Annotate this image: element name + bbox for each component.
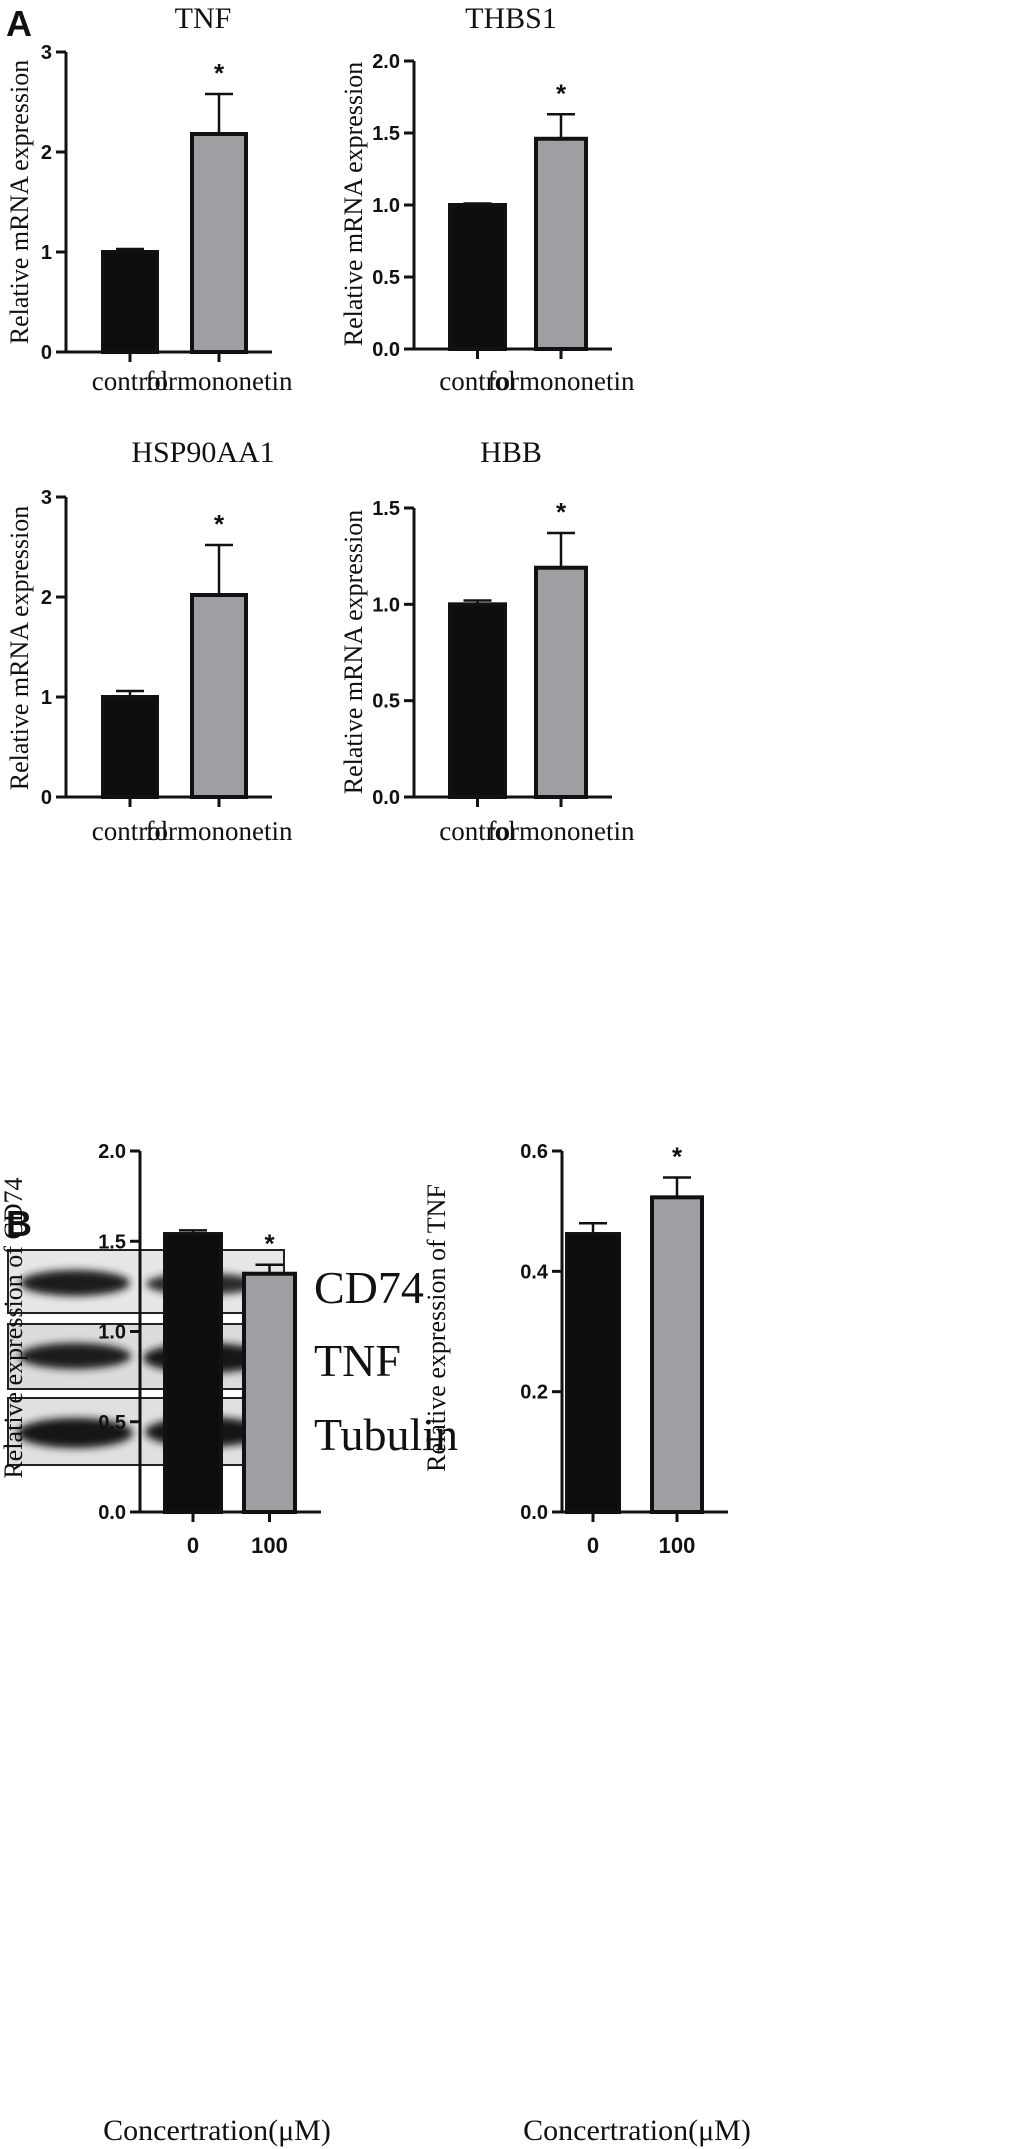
x-tick-label: control xyxy=(92,366,168,396)
blot-label-tubulin: Tubulin xyxy=(314,1409,458,1460)
significance-marker: * xyxy=(672,1141,683,1171)
chart-tnf-mrna: TNF Relative mRNA expression 0 1 2 3 controlfo… xyxy=(5,2,293,396)
bar-0 xyxy=(101,695,159,799)
band-cd74-control xyxy=(20,1270,130,1296)
chart-tnf-protein: Relative expression of TNF 0.0 0.2 0.4 0.6 0 1… xyxy=(422,1141,751,2147)
panel-label-b: B xyxy=(6,1203,32,1244)
y-axis-label: Relative expression of TNF xyxy=(422,1184,451,1472)
y-tick-label: 0 xyxy=(41,342,52,364)
y-tick-label: 2.0 xyxy=(372,51,400,73)
chart-title: THBS1 xyxy=(465,2,557,35)
bar-1 xyxy=(190,593,248,799)
y-tick-label: 0.0 xyxy=(98,1502,126,1524)
x-tick-label: formononetin xyxy=(488,816,635,846)
bar-1 xyxy=(242,1271,297,1514)
x-tick-label: formononetin xyxy=(488,366,635,396)
y-tick-label: 1 xyxy=(41,242,52,264)
y-tick-label: 1.5 xyxy=(98,1231,126,1253)
y-tick-label: 0.2 xyxy=(520,1382,548,1404)
y-axis-label: Relative mRNA expression xyxy=(339,510,368,795)
y-tick-label: 0.5 xyxy=(372,267,400,289)
bar-0 xyxy=(448,602,507,799)
y-tick-label: 2.0 xyxy=(98,1141,126,1163)
x-tick-label: formononetin xyxy=(146,816,293,846)
significance-marker: * xyxy=(214,509,225,539)
x-tick-label: control xyxy=(92,816,168,846)
chart-title: HSP90AA1 xyxy=(131,436,274,469)
band-tnf-control xyxy=(19,1343,131,1369)
blot-strip-tubulin xyxy=(7,1397,285,1466)
chart-cd74-protein: Relative expression of CD74 0.0 0.5 1.0 1.5 2… xyxy=(0,1141,331,2147)
y-tick-label: 0 xyxy=(41,787,52,809)
band-tubulin-control xyxy=(17,1418,133,1448)
x-tick-label: control xyxy=(439,816,515,846)
y-tick-label: 1.0 xyxy=(98,1322,126,1344)
y-tick-label: 0.6 xyxy=(520,1141,548,1163)
bar-0 xyxy=(448,203,507,351)
y-axis-label: Relative mRNA expression xyxy=(5,506,34,791)
x-tick-label: formononetin xyxy=(146,366,293,396)
bar-0 xyxy=(163,1232,223,1515)
y-tick-label: 0.0 xyxy=(520,1502,548,1524)
bar-1 xyxy=(534,565,588,800)
y-tick-label: 0.4 xyxy=(520,1261,549,1283)
x-axis-label: Concertration(μM) xyxy=(523,2114,751,2147)
blot-label-cd74: CD74 xyxy=(314,1262,424,1313)
y-axis-label: Relative mRNA expression xyxy=(5,60,34,345)
significance-marker: * xyxy=(556,78,567,108)
y-tick-label: 0.0 xyxy=(372,787,400,809)
x-tick-label: control xyxy=(439,366,515,396)
y-tick-label: 1.5 xyxy=(372,498,400,520)
y-tick-label: 2 xyxy=(41,142,52,164)
significance-marker: * xyxy=(556,497,567,527)
y-tick-label: 1.0 xyxy=(372,195,400,217)
bar-1 xyxy=(190,132,248,354)
x-tick-label: 0 xyxy=(187,1533,199,1558)
y-tick-label: 0.0 xyxy=(372,339,400,361)
y-axis-label: Relative expression of CD74 xyxy=(0,1177,28,1478)
y-tick-label: 0.5 xyxy=(372,691,400,713)
chart-title: TNF xyxy=(175,2,232,35)
x-tick-label: 0 xyxy=(587,1533,599,1558)
significance-marker: * xyxy=(214,58,225,88)
chart-hsp90aa1-mrna: HSP90AA1 Relative mRNA expression 0 1 2 3 cont… xyxy=(5,436,293,846)
y-tick-label: 1.0 xyxy=(372,594,400,616)
y-tick-label: 3 xyxy=(41,42,52,64)
bar-0 xyxy=(565,1232,621,1515)
chart-title: HBB xyxy=(480,436,542,469)
bar-0 xyxy=(101,250,159,354)
y-tick-label: 2 xyxy=(41,587,52,609)
western-blot: CD74 TNF Tubulin xyxy=(7,1249,458,1466)
y-tick-label: 3 xyxy=(41,487,52,509)
bar-1 xyxy=(534,136,588,351)
y-tick-label: 1.5 xyxy=(372,123,400,145)
significance-marker: * xyxy=(264,1229,275,1259)
x-axis-label: Concertration(μM) xyxy=(103,2114,331,2147)
x-tick-label: 100 xyxy=(251,1533,288,1558)
y-axis-label: Relative mRNA expression xyxy=(339,62,368,347)
blot-label-tnf: TNF xyxy=(314,1335,401,1386)
x-tick-label: 100 xyxy=(659,1533,696,1558)
panel-label-a: A xyxy=(6,3,32,44)
y-tick-label: 0.5 xyxy=(98,1412,126,1434)
bar-1 xyxy=(650,1195,704,1515)
y-tick-label: 1 xyxy=(41,687,52,709)
